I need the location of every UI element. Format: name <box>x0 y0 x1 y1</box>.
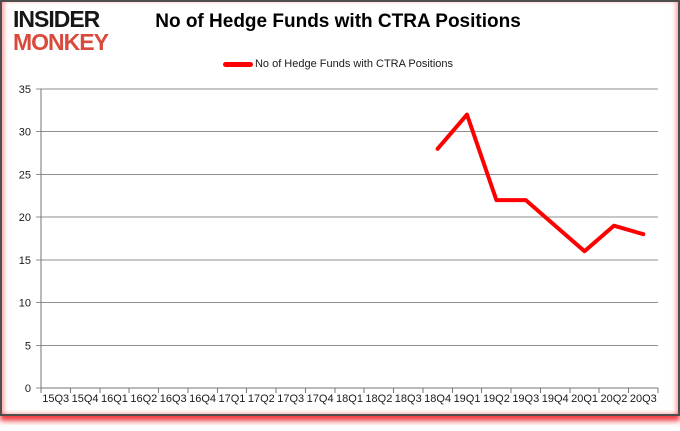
x-tick-label: 19Q1 <box>454 393 481 405</box>
legend-line-swatch <box>222 61 253 67</box>
x-tick-label: 20Q3 <box>630 393 657 405</box>
x-tick-label: 18Q2 <box>365 393 392 405</box>
y-tick-label: 35 <box>19 84 31 96</box>
x-tick-label: 17Q3 <box>277 393 304 405</box>
series-line <box>435 112 646 254</box>
chart-title: No of Hedge Funds with CTRA Positions <box>155 11 521 32</box>
y-tick-label: 5 <box>25 340 31 352</box>
x-tick-label: 15Q4 <box>72 393 99 405</box>
x-tick-label: 18Q4 <box>424 393 451 405</box>
x-tick-label: 17Q4 <box>307 393 334 405</box>
x-tick-label: 16Q4 <box>189 393 216 405</box>
x-tick-label: 19Q3 <box>512 393 539 405</box>
x-tick-label: 20Q2 <box>600 393 627 405</box>
chart-panel <box>0 0 680 416</box>
x-tick-label: 19Q2 <box>483 393 510 405</box>
x-tick-label: 15Q3 <box>42 393 69 405</box>
x-tick-label: 16Q1 <box>101 393 128 405</box>
x-tick-label: 18Q3 <box>395 393 422 405</box>
logo-line-insider: INSIDER <box>13 6 100 32</box>
y-tick-label: 30 <box>19 127 31 139</box>
x-tick-label: 16Q2 <box>130 393 157 405</box>
x-tick-label: 17Q1 <box>219 393 246 405</box>
y-tick-label: 20 <box>19 212 31 224</box>
legend: No of Hedge Funds with CTRA Positions <box>0 58 676 70</box>
y-tick-label: 0 <box>25 383 31 395</box>
x-tick-label: 20Q1 <box>571 393 598 405</box>
x-tick-label: 16Q3 <box>160 393 187 405</box>
y-tick-label: 15 <box>19 255 31 267</box>
y-tick-label: 10 <box>19 298 31 310</box>
insider-monkey-logo: INSIDER MONKEY <box>13 6 109 55</box>
logo-line-monkey: MONKEY <box>13 28 109 55</box>
x-tick-label: 19Q4 <box>542 393 569 405</box>
y-tick-label: 25 <box>19 169 31 181</box>
x-tick-label: 17Q2 <box>248 393 275 405</box>
x-tick-label: 18Q1 <box>336 393 363 405</box>
legend-label: No of Hedge Funds with CTRA Positions <box>254 58 454 70</box>
